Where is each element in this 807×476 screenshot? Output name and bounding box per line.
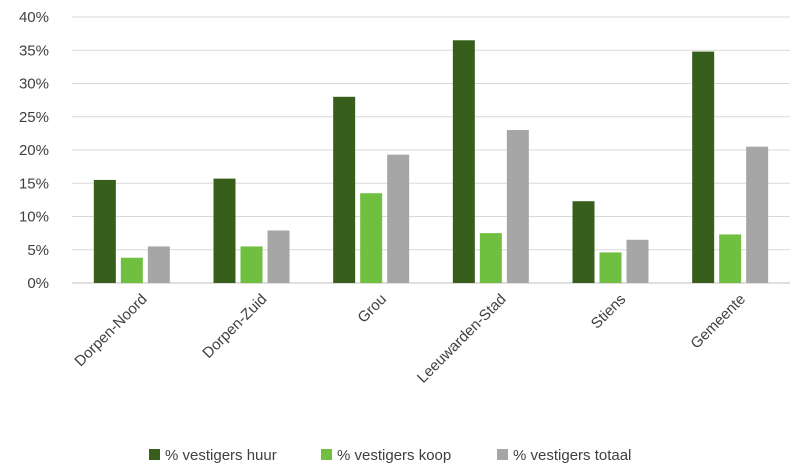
gridlines xyxy=(72,16,790,284)
legend: % vestigers huur % vestigers koop % vestig… xyxy=(149,447,631,464)
bar-dorpen-noord-series-2 xyxy=(120,257,143,283)
y-tick-label: 30% xyxy=(19,76,49,93)
bars xyxy=(93,40,769,284)
x-axis-tick-labels: Dorpen-Noord Dorpen-Zuid Grou Leeuwarden-St… xyxy=(71,291,749,387)
y-tick-label: 5% xyxy=(27,242,49,259)
legend-swatch xyxy=(149,449,160,460)
x-tick-label: Dorpen-Zuid xyxy=(199,291,270,362)
bar-leeuwarden-stad-series-3 xyxy=(506,130,529,283)
legend-label: % vestigers huur xyxy=(165,447,277,464)
y-tick-label: 10% xyxy=(19,209,49,226)
legend-label: % vestigers koop xyxy=(337,447,451,464)
bar-gemeente-series-2 xyxy=(719,234,742,283)
y-tick-label: 40% xyxy=(19,9,49,26)
bar-dorpen-zuid-series-1 xyxy=(213,178,236,283)
y-tick-label: 20% xyxy=(19,142,49,159)
bar-grou-series-1 xyxy=(333,96,356,283)
y-tick-label: 25% xyxy=(19,109,49,126)
x-tick-label: Gemeente xyxy=(687,291,749,353)
bar-stiens-series-1 xyxy=(572,201,595,283)
bar-stiens-series-3 xyxy=(626,239,649,283)
y-tick-label: 35% xyxy=(19,42,49,59)
bar-gemeente-series-1 xyxy=(692,51,715,283)
y-axis-tick-labels: 0% 5% 10% 15% 20% 25% 30% 35% 40% xyxy=(19,9,49,292)
x-tick-label: Stiens xyxy=(588,291,630,333)
bar-dorpen-noord-series-1 xyxy=(93,179,116,283)
x-tick-label: Leeuwarden-Stad xyxy=(414,291,510,387)
bar-grou-series-2 xyxy=(360,193,383,283)
legend-swatch xyxy=(497,449,508,460)
bar-dorpen-noord-series-3 xyxy=(147,246,170,283)
bar-leeuwarden-stad-series-2 xyxy=(479,233,502,283)
bar-grou-series-3 xyxy=(387,154,410,283)
x-tick-label: Grou xyxy=(354,291,390,327)
bar-gemeente-series-3 xyxy=(746,146,769,283)
y-tick-label: 0% xyxy=(27,275,49,292)
bar-stiens-series-2 xyxy=(599,252,622,283)
bar-leeuwarden-stad-series-1 xyxy=(452,40,475,284)
bar-dorpen-zuid-series-3 xyxy=(267,230,290,283)
y-tick-label: 15% xyxy=(19,175,49,192)
x-tick-label: Dorpen-Noord xyxy=(71,291,150,370)
legend-swatch xyxy=(321,449,332,460)
bar-dorpen-zuid-series-2 xyxy=(240,246,263,283)
legend-label: % vestigers totaal xyxy=(513,447,631,464)
